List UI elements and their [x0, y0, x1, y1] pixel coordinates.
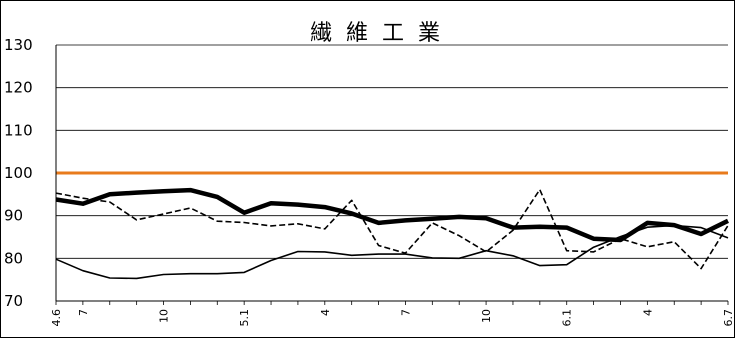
y-tick-label: 110	[4, 121, 33, 139]
x-tick-label: 6.7	[722, 309, 735, 327]
y-tick-label: 70	[4, 292, 23, 310]
x-tick-label: 5.1	[238, 309, 251, 327]
x-tick-label: 6.1	[561, 309, 574, 327]
series-group	[55, 187, 729, 280]
x-axis-ticks: 4.6 7 10 5.1 4 7 10 6.1 4 6.7	[50, 301, 735, 327]
x-tick-label: 7	[399, 309, 412, 316]
axes	[55, 45, 728, 302]
y-tick-label: 120	[4, 79, 33, 97]
gridlines	[56, 44, 728, 259]
y-axis-tick-labels: 70 80 90 100 110 120 130	[4, 36, 33, 310]
y-tick-label: 130	[4, 36, 33, 54]
x-tick-label: 10	[480, 309, 493, 323]
x-tick-label: 4.6	[50, 309, 63, 327]
series-line-thick-solid	[55, 187, 729, 243]
chart-title: 繊維工業	[310, 21, 454, 46]
y-tick-label: 100	[4, 164, 33, 182]
y-tick-label: 80	[4, 249, 23, 267]
y-tick-label: 90	[4, 207, 23, 225]
x-tick-label: 10	[158, 309, 171, 323]
series-line-dashed	[55, 188, 729, 270]
series-line-thin-solid	[55, 224, 729, 280]
x-tick-label: 4	[641, 309, 654, 316]
x-tick-label: 4	[319, 309, 332, 316]
x-tick-label: 7	[77, 309, 90, 316]
